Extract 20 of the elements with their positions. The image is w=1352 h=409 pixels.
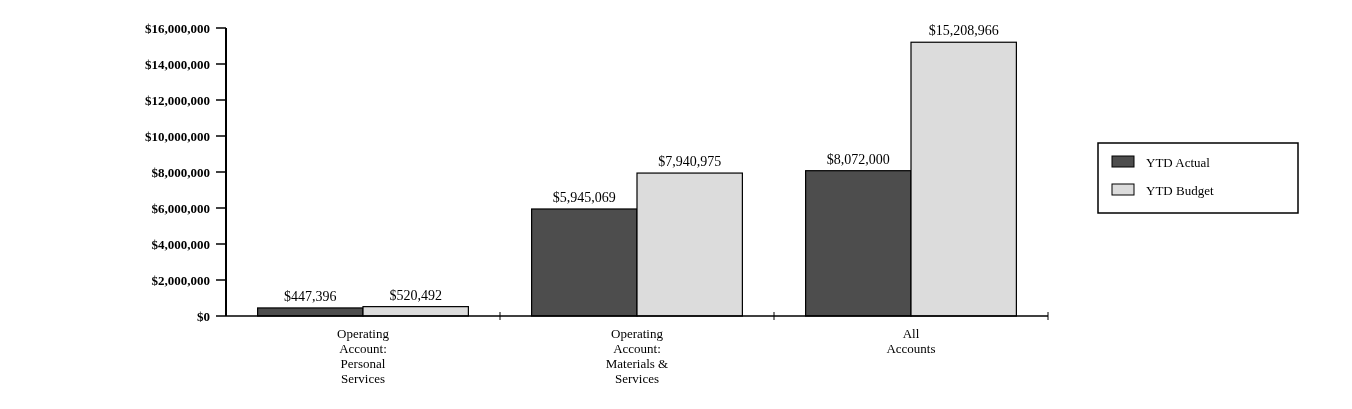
y-tick-label: $16,000,000 (145, 20, 210, 36)
x-tick-label: All Accounts (886, 326, 936, 356)
data-label: $8,072,000 (826, 151, 890, 167)
y-tick-label: $4,000,000 (151, 236, 210, 252)
x-tick-label: Operating Account: Personal Services (337, 326, 390, 386)
legend-label: YTD Actual (1146, 154, 1211, 170)
y-tick-label: $12,000,000 (145, 92, 210, 108)
y-tick-label: $14,000,000 (145, 56, 210, 72)
y-tick-label: $2,000,000 (151, 272, 210, 288)
data-label: $520,492 (389, 287, 442, 303)
data-label: $5,945,069 (552, 189, 616, 205)
y-tick-label: $10,000,000 (145, 128, 210, 144)
legend-label: YTD Budget (1146, 182, 1214, 198)
y-tick-label: $6,000,000 (151, 200, 210, 216)
data-label: $447,396 (284, 288, 337, 304)
data-label: $15,208,966 (928, 23, 999, 39)
y-tick-label: $0 (197, 308, 210, 324)
y-tick-label: $8,000,000 (151, 164, 210, 180)
x-tick-label: Operating Account: Materials & Services (605, 326, 669, 386)
data-label: $7,940,975 (658, 154, 722, 170)
